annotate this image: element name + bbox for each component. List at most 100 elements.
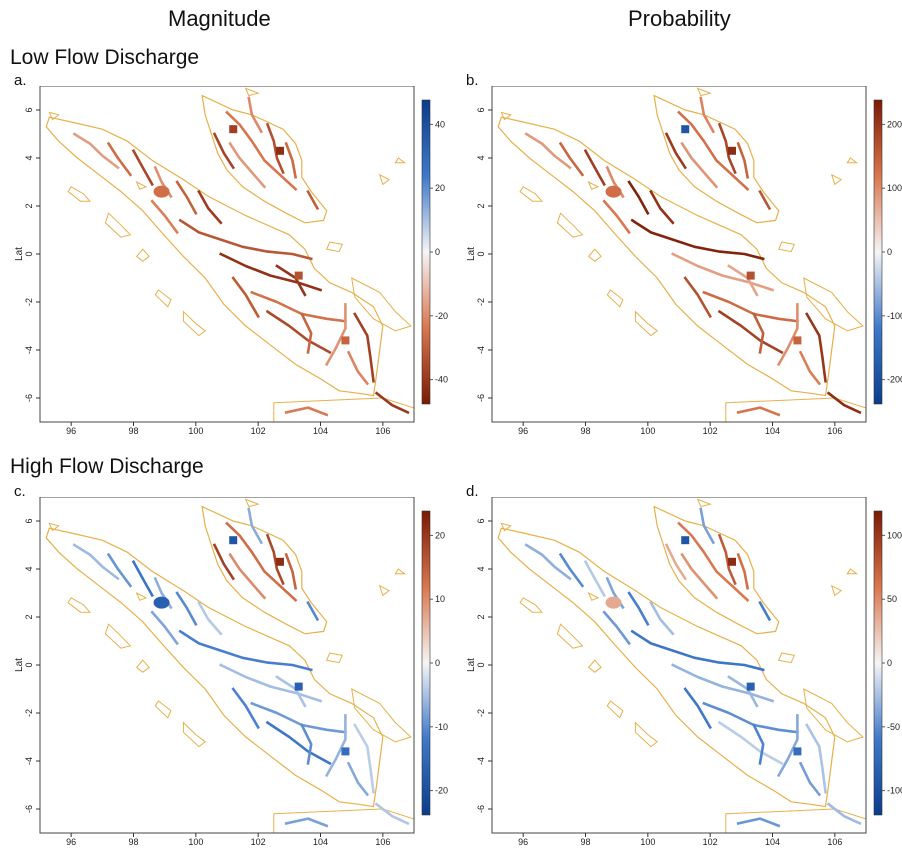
river-grid-cells: [776, 714, 799, 778]
coastline-islet: [135, 180, 148, 190]
river-grid-cells: [324, 714, 347, 778]
river-grid-cells: [212, 543, 235, 581]
coastline-islet: [500, 522, 512, 532]
colorbar-label: -20: [435, 786, 448, 796]
river-grid-cells: [664, 132, 687, 170]
coastline-islet: [104, 212, 132, 238]
x-tick-label: 98: [128, 837, 138, 847]
x-tick-label: 96: [518, 426, 528, 436]
y-tick-label: 2: [24, 614, 34, 619]
coastline-islet: [519, 597, 544, 613]
river-grid-cells: [602, 199, 631, 235]
coastline-islet: [135, 659, 150, 673]
river-grid-cells: [265, 122, 285, 175]
panel-letter-b: b.: [466, 72, 479, 89]
colorbar-label: -50: [887, 722, 900, 732]
river-grid-cells: [178, 218, 313, 261]
highlight-grid-cell: [727, 146, 736, 155]
river-grid-cells: [683, 687, 712, 730]
colorbar-label: 0: [435, 658, 440, 668]
river-grid-cells: [175, 591, 198, 626]
coastline-islet: [725, 808, 866, 833]
highlight-grid-cell: [229, 536, 238, 545]
coastline-islet: [830, 173, 843, 186]
river-grid-cells: [805, 312, 827, 383]
coastline-islet: [325, 652, 344, 664]
river-grid-cells: [265, 309, 332, 355]
x-tick-label: 104: [313, 426, 328, 436]
river-grid-cells: [197, 600, 223, 636]
x-tick-label: 100: [188, 426, 203, 436]
river-grid-cells: [228, 141, 267, 189]
y-tick-label: 2: [476, 614, 486, 619]
river-grid-cells: [284, 406, 329, 417]
river-grid-cells: [630, 218, 765, 261]
x-tick-label: 96: [66, 426, 76, 436]
y-tick-label: 0: [476, 662, 486, 667]
coastline-islet: [696, 87, 712, 97]
y-axis-label: Lat: [14, 658, 25, 672]
colorbar-label: 0: [887, 658, 892, 668]
y-tick-label: 0: [24, 251, 34, 256]
y-axis-label: Lat: [466, 658, 477, 672]
row-title-low-flow: Low Flow Discharge: [10, 46, 200, 69]
river-grid-cells: [250, 290, 347, 323]
river-grid-cells: [524, 132, 572, 170]
river-grid-cells: [758, 600, 772, 622]
coastline-islet: [104, 623, 132, 649]
coastline-islet: [273, 397, 414, 422]
colorbar-label: 10: [435, 594, 445, 604]
river-grid-cells: [353, 723, 375, 794]
river-grid-cells: [680, 552, 719, 600]
highlight-grid-cell: [341, 747, 350, 756]
x-tick-label: 96: [66, 837, 76, 847]
coastline-islet: [634, 721, 659, 748]
colorbar-label: -10: [435, 722, 448, 732]
coastline-islet: [830, 584, 843, 597]
river-grid-cells: [717, 720, 784, 766]
colorbar-label: -100: [887, 786, 902, 796]
y-tick-label: 0: [24, 662, 34, 667]
river-grid-cells: [630, 629, 765, 672]
coastline-islet: [48, 111, 60, 121]
coastline-islet: [394, 568, 407, 575]
column-title-magnitude: Magnitude: [168, 6, 271, 31]
river-grid-cells: [649, 600, 675, 636]
river-grid-cells: [346, 761, 370, 797]
y-tick-label: 2: [476, 203, 486, 208]
x-tick-label: 98: [580, 426, 590, 436]
coastline-islet: [67, 597, 92, 613]
river-grid-cells: [677, 521, 750, 603]
coastline-islet: [696, 498, 712, 508]
river-grid-cells: [247, 507, 264, 545]
colorbar-label: -100: [887, 311, 902, 321]
coastline-islet: [587, 659, 602, 673]
coastline-malay-peninsula: [653, 505, 780, 635]
highlight-grid-cell: [229, 125, 238, 134]
y-tick-label: -6: [24, 805, 34, 813]
map-svg-a: 9698100102104106Lon6420-2-4-6Lat40200-20…: [14, 86, 448, 436]
y-tick-label: 4: [476, 566, 486, 571]
x-tick-label: 100: [640, 837, 655, 847]
coastline-islet: [803, 688, 864, 743]
river-grid-cells: [72, 543, 120, 581]
river-grid-cells: [324, 303, 347, 367]
river-grid-cells: [300, 312, 313, 354]
river-grid-cells: [150, 199, 179, 235]
river-grid-cells: [583, 149, 606, 187]
coastline-islet: [587, 248, 602, 262]
coastline-islet: [182, 721, 207, 748]
y-tick-label: -4: [24, 346, 34, 354]
coastline-islet: [846, 157, 859, 164]
colorbar-label: -20: [435, 311, 448, 321]
map-svg-c: 9698100102104106Lon6420-2-4-6Lat20100-10…: [14, 497, 448, 847]
coastline-islet: [378, 173, 391, 186]
coastline-islet: [244, 498, 260, 508]
river-grid-cells: [627, 180, 650, 215]
y-tick-label: -2: [24, 298, 34, 306]
panel-letter-c: c.: [14, 483, 26, 500]
coastline-islet: [67, 186, 92, 202]
lake-toba-cells: [605, 596, 622, 609]
coastline-islet: [587, 180, 600, 190]
x-tick-label: 102: [251, 426, 266, 436]
